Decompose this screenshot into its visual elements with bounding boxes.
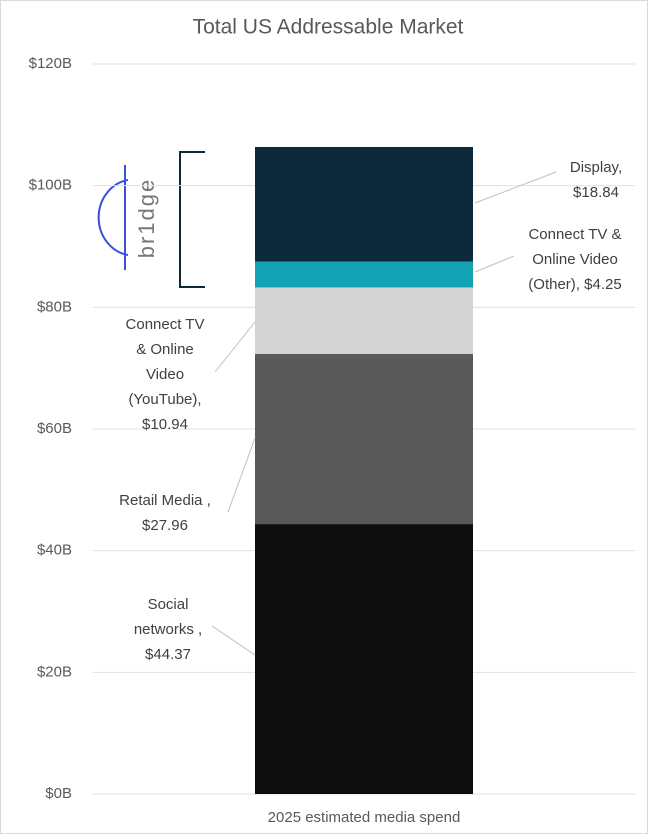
data-label: Display, $18.84	[551, 155, 641, 205]
y-tick-label: $0B	[45, 785, 72, 802]
value-label: $4.25	[584, 276, 622, 293]
y-tick-label: $20B	[37, 663, 72, 680]
bracket	[179, 151, 205, 288]
leader-line	[211, 625, 256, 656]
y-tick-label: $100B	[29, 177, 72, 194]
chart-title: Total US Addressable Market	[193, 16, 464, 39]
logo-icon	[97, 165, 129, 270]
bar-segment	[255, 261, 473, 288]
data-label: Social networks , $44.37	[128, 592, 208, 667]
data-label: Retail Media , $27.96	[100, 488, 230, 538]
bar-segment	[255, 524, 473, 794]
series-name: Display,	[569, 159, 623, 176]
logo: br1dge	[134, 178, 159, 259]
x-tick-label: 2025 estimated media spend	[268, 809, 461, 826]
value-label: $18.84	[573, 184, 619, 201]
bar-segment	[255, 353, 473, 525]
series-name: Connect TV & Online Video (YouTube),	[125, 316, 205, 408]
leader-line	[214, 321, 256, 373]
bar-segment	[255, 287, 473, 354]
value-label: $27.96	[142, 517, 188, 534]
value-label: $10.94	[142, 416, 188, 433]
y-tick-label: $120B	[29, 55, 72, 72]
leader-line	[474, 255, 515, 273]
series-name: Social networks ,	[133, 596, 203, 638]
y-tick-label: $80B	[37, 298, 72, 315]
leader-line	[227, 437, 256, 513]
series-name: Connect TV & Online Video (Other),	[528, 226, 622, 293]
series-name: Retail Media ,	[119, 492, 211, 509]
data-label: Connect TV & Online Video (YouTube), $10…	[122, 312, 208, 437]
data-label: Connect TV & Online Video (Other), $4.25	[508, 222, 642, 297]
bar-segment	[255, 146, 473, 262]
y-tick-label: $60B	[37, 420, 72, 437]
value-label: $44.37	[145, 646, 191, 663]
y-tick-label: $40B	[37, 542, 72, 559]
leader-line	[474, 171, 557, 204]
